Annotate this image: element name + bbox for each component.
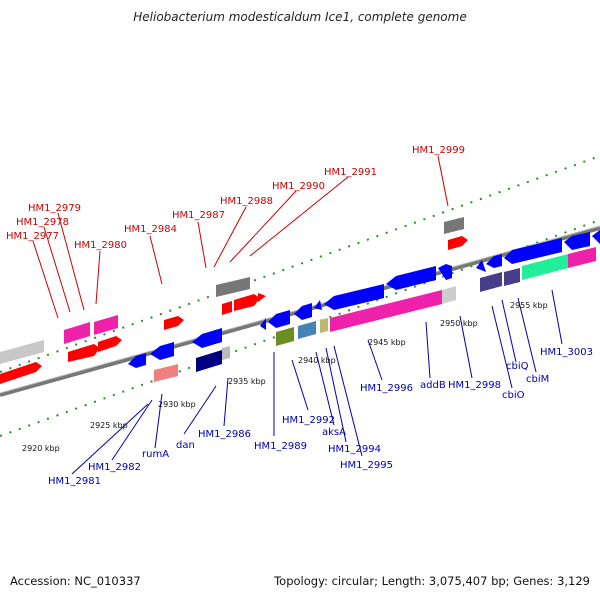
gene-pink[interactable] — [94, 315, 118, 335]
scale-label: 2945 kbp — [368, 338, 406, 347]
scale-label: 2920 kbp — [22, 444, 60, 453]
gene-label[interactable]: HM1_2989 — [254, 441, 307, 452]
gene-blue[interactable] — [128, 353, 146, 368]
gene-red[interactable] — [68, 344, 100, 362]
gene-blue[interactable] — [438, 264, 452, 280]
gene-label[interactable]: HM1_2982 — [88, 462, 141, 473]
scale-labels: 2920 kbp 2925 kbp 2930 kbp 2935 kbp 2940… — [22, 301, 548, 453]
gene-label[interactable]: HM1_2991 — [324, 167, 377, 178]
gene-red[interactable] — [222, 301, 232, 315]
gene-blue[interactable] — [268, 310, 290, 328]
gene-slate[interactable] — [480, 272, 502, 292]
gene-pink[interactable] — [568, 247, 596, 268]
gene-red[interactable] — [98, 336, 122, 352]
gene-label[interactable]: HM1_2977 — [6, 231, 59, 242]
gene-label[interactable]: HM1_2990 — [272, 181, 325, 192]
scale-label: 2940 kbp — [298, 356, 336, 365]
top-strand-genes — [0, 217, 468, 384]
gene-salmon[interactable] — [154, 364, 178, 382]
gene-blue[interactable] — [150, 342, 174, 360]
gene-label[interactable]: HM1_2992 — [282, 415, 335, 426]
gene-label[interactable]: cbiO — [502, 390, 525, 401]
gene-blue[interactable] — [476, 260, 486, 272]
topology-text: Topology: circular; Length: 3,075,407 bp… — [274, 574, 590, 588]
gene-pink[interactable] — [64, 322, 90, 344]
gene-label[interactable]: HM1_2978 — [16, 217, 69, 228]
gene-label[interactable]: HM1_2988 — [220, 196, 273, 207]
gene-label[interactable]: HM1_2995 — [340, 460, 393, 471]
gene-blue[interactable] — [260, 318, 266, 330]
gene-label[interactable]: dan — [176, 440, 195, 451]
gene-red[interactable] — [164, 316, 184, 330]
gene-label[interactable]: HM1_2984 — [124, 224, 177, 235]
bottom-label-leaders — [71, 289, 563, 475]
gene-label[interactable]: HM1_2998 — [448, 380, 501, 391]
gene-blue[interactable] — [314, 300, 322, 310]
gene-grey[interactable] — [442, 286, 456, 304]
accession-text: Accession: NC_010337 — [10, 574, 141, 588]
gene-label[interactable]: HM1_3003 — [540, 347, 593, 358]
scale-label: 2930 kbp — [158, 400, 196, 409]
gene-slate[interactable] — [504, 268, 520, 286]
top-gene-labels: HM1_2977 HM1_2978 HM1_2979 HM1_2980 HM1_… — [6, 145, 465, 251]
bottom-gene-labels: HM1_2981 HM1_2982 rumA dan HM1_2986 HM1_… — [48, 347, 593, 487]
gene-red[interactable] — [234, 294, 260, 311]
gene-blue[interactable] — [564, 232, 590, 250]
gene-blue[interactable] — [592, 230, 600, 244]
gene-label[interactable]: aksA — [322, 427, 346, 438]
gene-label[interactable]: HM1_2980 — [74, 240, 127, 251]
scale-label: 2935 kbp — [228, 377, 266, 386]
gene-label[interactable]: HM1_2996 — [360, 383, 413, 394]
gene-label[interactable]: HM1_2986 — [198, 429, 251, 440]
gene-label[interactable]: HM1_2999 — [412, 145, 465, 156]
gene-red[interactable] — [448, 236, 468, 250]
gene-grey[interactable] — [444, 217, 464, 234]
gene-aquamarine[interactable] — [522, 254, 568, 280]
gene-label[interactable]: HM1_2981 — [48, 476, 101, 487]
gene-label[interactable]: rumA — [142, 449, 169, 460]
gene-blue[interactable] — [386, 266, 436, 290]
gene-blue[interactable] — [486, 254, 502, 268]
gene-label[interactable]: HM1_2979 — [28, 203, 81, 214]
bottom-strand-genes — [128, 230, 600, 382]
figure-title: Heliobacterium modesticaldum Ice1, compl… — [133, 10, 467, 24]
gene-red[interactable] — [258, 293, 266, 302]
gene-label[interactable]: HM1_2987 — [172, 210, 225, 221]
gene-label[interactable]: cbiM — [526, 374, 549, 385]
scale-label: 2925 kbp — [90, 421, 128, 430]
gene-label[interactable]: cbiQ — [506, 361, 529, 372]
top-label-leaders — [32, 155, 449, 319]
gene-grey[interactable] — [222, 346, 230, 360]
gene-grey[interactable] — [0, 340, 44, 364]
gene-blue[interactable] — [294, 303, 312, 320]
upper-tick-row — [0, 155, 600, 373]
gene-label[interactable]: addB — [420, 380, 446, 391]
gene-blue[interactable] — [324, 284, 384, 310]
gene-red[interactable] — [0, 362, 42, 384]
scale-label: 2950 kbp — [440, 319, 478, 328]
scale-label: 2955 kbp — [510, 301, 548, 310]
gene-navy[interactable] — [196, 350, 222, 372]
gene-label[interactable]: HM1_2994 — [328, 444, 381, 455]
gene-blue[interactable] — [504, 238, 562, 264]
gene-olive[interactable] — [276, 327, 294, 346]
gene-grey[interactable] — [216, 277, 250, 297]
gene-pink[interactable] — [330, 290, 442, 332]
gene-steelblue[interactable] — [298, 321, 316, 339]
gene-khaki[interactable] — [320, 318, 328, 333]
gene-blue[interactable] — [192, 328, 222, 348]
